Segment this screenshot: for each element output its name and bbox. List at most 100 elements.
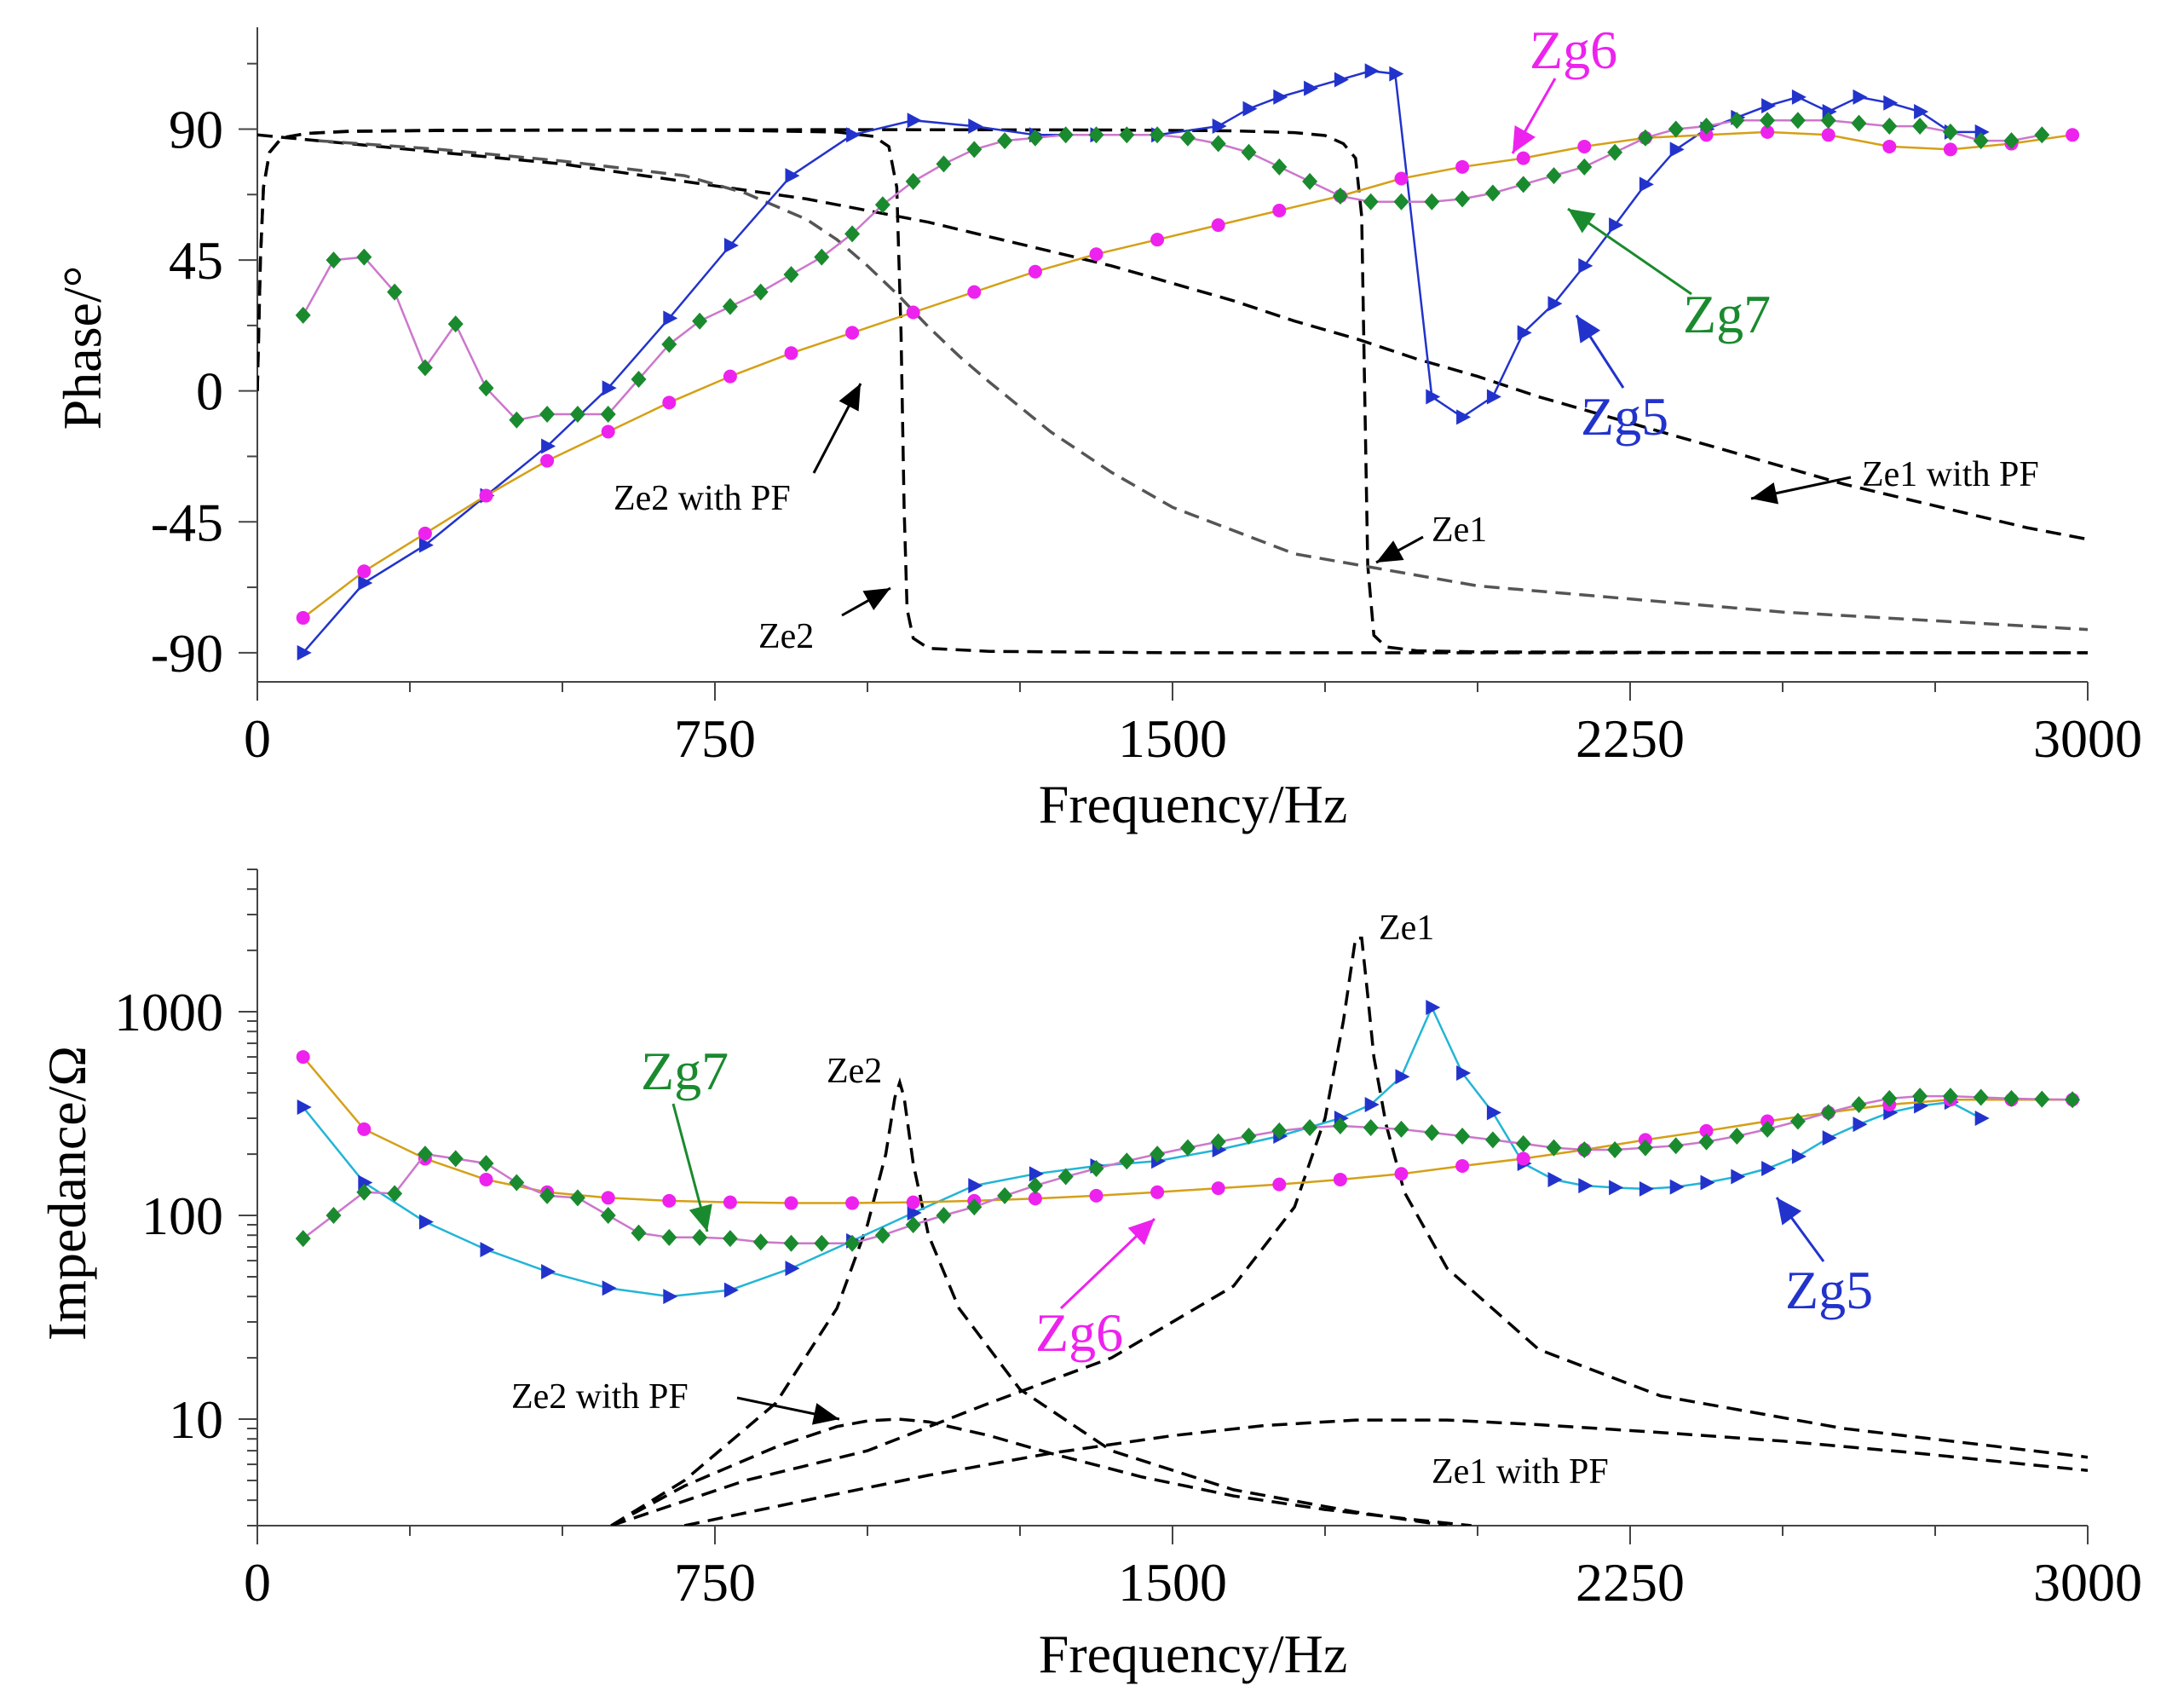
phase-y-axis-title: Phase/°: [52, 266, 112, 430]
impedance-point-zg6: [1516, 1151, 1530, 1166]
phase-point-zg6: [1211, 218, 1225, 233]
impedance-line-ze2: [610, 1076, 1448, 1526]
impedance-point-zg5: [602, 1280, 617, 1296]
phase-annotation-ze2: Ze2: [758, 617, 814, 656]
phase-point-zg7: [1455, 190, 1471, 208]
phase-point-zg7: [1668, 120, 1684, 138]
impedance-point-zg7: [1027, 1177, 1043, 1195]
phase-point-zg6: [1943, 142, 1957, 157]
phase-point-zg7: [1729, 112, 1745, 130]
phase-x-tick-label: 2250: [1576, 708, 1685, 769]
impedance-point-zg5: [1426, 999, 1441, 1015]
phase-point-zg5: [1791, 89, 1807, 105]
impedance-point-zg7: [1057, 1168, 1074, 1186]
impedance-point-zg7: [1515, 1134, 1531, 1152]
impedance-point-zg5: [1029, 1166, 1044, 1182]
phase-point-zg6: [1760, 124, 1775, 139]
phase-series-ze2: [257, 129, 2088, 655]
impedance-series-ze2-with-pf: [610, 1417, 1472, 1526]
phase-y-tick-label: 90: [169, 99, 223, 159]
phase-label-zg6: Zg6: [1530, 20, 1617, 80]
phase-x-tick-label: 1500: [1118, 708, 1227, 769]
phase-point-zg7: [1637, 129, 1653, 147]
phase-point-zg7: [631, 371, 647, 389]
phase-point-zg7: [661, 336, 677, 354]
impedance-point-zg7: [1424, 1123, 1440, 1141]
impedance-chart: 0 750 1500 2250 3000 1000 100 10 Frequency/Hz I…: [37, 869, 2142, 1684]
phase-point-zg5: [1456, 409, 1472, 425]
phase-point-zg7: [1546, 167, 1562, 185]
phase-point-zg5: [602, 380, 617, 396]
impedance-point-zg5: [418, 1214, 434, 1230]
phase-point-zg7: [326, 251, 342, 269]
phase-x-tick-label: 3000: [2033, 708, 2142, 769]
impedance-axes: 0 750 1500 2250 3000 1000 100 10: [114, 869, 2142, 1613]
impedance-point-zg7: [1912, 1088, 1928, 1105]
impedance-point-zg5: [1456, 1065, 1472, 1081]
impedance-label-zg7: Zg7: [641, 1041, 729, 1101]
impedance-point-zg6: [845, 1196, 860, 1210]
impedance-point-zg7: [600, 1207, 616, 1225]
impedance-point-zg7: [295, 1230, 311, 1248]
impedance-point-zg5: [541, 1263, 556, 1279]
phase-point-zg7: [600, 405, 616, 423]
phase-series-ze1-with-pf: [257, 133, 2089, 541]
impedance-line-zg6: [302, 1056, 2073, 1204]
impedance-point-zg5: [968, 1178, 983, 1194]
impedance-point-zg7: [1119, 1152, 1135, 1170]
impedance-point-zg6: [1028, 1192, 1042, 1206]
phase-point-zg5: [663, 310, 678, 326]
phase-point-zg7: [692, 312, 708, 330]
impedance-point-zg7: [905, 1215, 921, 1233]
impedance-point-zg6: [357, 1122, 372, 1136]
impedance-y-tick-label: 1000: [114, 982, 223, 1042]
phase-point-zg6: [1028, 264, 1042, 279]
phase-point-zg7: [539, 405, 556, 423]
impedance-point-zg7: [1484, 1131, 1501, 1149]
phase-point-zg7: [936, 155, 952, 173]
phase-point-zg7: [1119, 126, 1135, 144]
phase-point-zg6: [1150, 233, 1165, 247]
phase-annotation-ze2-arrow: [841, 586, 891, 617]
impedance-point-zg7: [1332, 1117, 1348, 1135]
phase-point-zg6: [296, 610, 310, 625]
phase-point-zg6: [1577, 139, 1592, 153]
impedance-point-zg7: [569, 1189, 585, 1207]
impedance-point-zg7: [874, 1226, 890, 1244]
impedance-point-zg5: [1791, 1148, 1807, 1164]
impedance-point-zg7: [417, 1146, 433, 1163]
phase-point-zg6: [906, 305, 920, 320]
impedance-point-zg7: [1789, 1112, 1806, 1130]
impedance-point-zg6: [1455, 1158, 1470, 1173]
phase-point-zg7: [1576, 158, 1593, 176]
phase-point-zg7: [874, 196, 890, 214]
impedance-point-zg5: [1364, 1097, 1380, 1113]
phase-y-tick-label: 0: [196, 361, 223, 422]
impedance-label-zg5: Zg5: [1785, 1260, 1873, 1320]
phase-point-zg7: [752, 283, 769, 301]
impedance-point-zg6: [906, 1195, 920, 1209]
phase-point-zg7: [1881, 118, 1898, 136]
phase-point-zg7: [1484, 184, 1501, 202]
impedance-point-zg7: [631, 1224, 647, 1242]
impedance-line-ze1: [610, 936, 2089, 1526]
phase-point-zg5: [1639, 176, 1654, 193]
impedance-point-zg7: [509, 1174, 525, 1192]
phase-axes: 0 750 1500 2250 3000 90 45 0 -45 -90: [151, 27, 2142, 769]
phase-point-zg5: [1304, 80, 1319, 96]
phase-point-zg5: [1334, 72, 1349, 88]
impedance-point-zg5: [785, 1261, 800, 1277]
phase-point-zg5: [1273, 89, 1288, 105]
phase-point-zg7: [1332, 187, 1348, 205]
phase-annotation-ze1-with-pf: Ze1 with PF: [1862, 455, 2039, 494]
phase-point-zg6: [601, 424, 615, 439]
phase-point-zg6: [662, 395, 677, 410]
impedance-point-zg7: [1393, 1120, 1409, 1138]
impedance-point-zg7: [1088, 1159, 1104, 1177]
phase-y-tick-label: -90: [151, 623, 223, 684]
impedance-line-zg5: [302, 1004, 1982, 1298]
phase-point-zg5: [1914, 103, 1929, 119]
phase-point-zg6: [1455, 159, 1470, 174]
phase-point-zg5: [1212, 118, 1227, 135]
impedance-series-zg7: [295, 1088, 2081, 1252]
